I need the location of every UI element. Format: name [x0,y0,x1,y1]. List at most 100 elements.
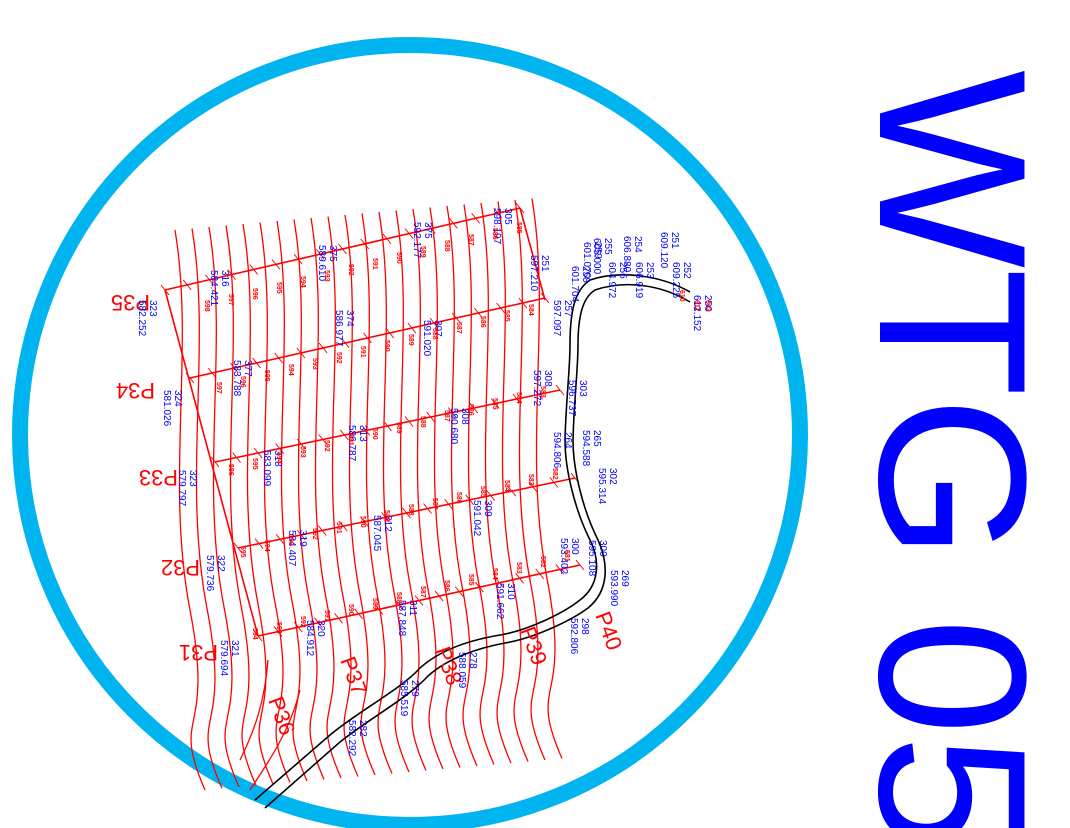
contour-value-label: 585 [467,574,474,586]
contour-line [395,210,427,771]
point-id: 257 [562,300,573,317]
grid-tick [555,564,565,575]
contour-line [310,217,342,779]
grid-tick [275,443,285,454]
grid-tick [515,573,525,584]
point-id: 300 [597,540,608,557]
point-elevation: 589.610 [316,245,327,282]
point-elevation: 582.252 [136,300,147,337]
grid-tick [271,259,281,270]
contour-line [208,226,240,788]
grid-tick [474,581,484,593]
grid-edge-line [164,289,259,637]
grid-tick [469,402,479,414]
grid-tick [423,503,432,514]
contour-value-label: 591 [323,610,330,622]
grid-tick [359,516,369,528]
point-elevation: 582.292 [346,720,357,757]
point-id: 259 [592,242,603,259]
point-id: 300 [569,538,580,555]
grid-tick [474,307,483,319]
contour-line [446,205,478,767]
contour-value-label: 585 [515,222,522,234]
contour-line [412,208,444,770]
point-id: 264 [562,432,573,449]
section-label: P33 [139,465,178,490]
contour-value-label: 596 [251,288,258,300]
grid-tick [486,490,496,501]
section-label: P32 [161,555,200,580]
contour-value-label: 582 [539,556,546,568]
point-id: 303 [577,380,588,397]
point-elevation: 584.912 [304,620,315,657]
contour-line [514,199,546,761]
point-id: 322 [215,555,226,572]
contour-value-label: 589 [407,334,414,346]
contour-value-label: 588 [443,240,450,252]
contour-value-label: 594 [251,628,258,640]
contour-value-label: 594 [299,276,306,288]
grid-tick [160,284,170,296]
grid-tick [274,352,284,364]
contour-line [361,213,393,774]
grid-tick [507,485,517,497]
contour-value-label: 582 [551,468,558,480]
contour-value-label: 594 [287,364,294,376]
point-elevation: 606.919 [633,262,644,299]
contour-value-label: 590 [347,604,354,616]
grid-tick [407,322,417,334]
contour-line [463,204,495,765]
grid-tick [394,599,404,611]
point-elevation: 606.880 [621,236,632,273]
point-elevation: 579.694 [218,640,229,677]
contour-value-label: 612 [704,300,711,312]
contour-value-label: 592 [311,528,318,540]
point-labels: 305598.197375592.177375589.610316584.421… [136,208,713,757]
point-elevation: 601.704 [569,266,580,303]
contour-value-label: 588 [407,504,414,516]
grid-tick [490,398,500,409]
contour-value-label: 588 [431,328,438,340]
contour-value-label: 585 [479,486,486,498]
contour-value-label: 595 [239,546,246,558]
grid-tick [338,243,347,255]
grid-tick [465,494,475,506]
contour-value-label: 589 [395,422,402,434]
contour-value-label: 591 [359,346,366,358]
grid-tick [512,393,522,405]
grid-edge-line [519,207,546,301]
contour-value-label: 586 [491,228,498,240]
point-elevation: 583.788 [231,360,242,397]
point-elevation: 605.000 [591,238,602,275]
contour-value-label: 594 [275,452,282,464]
grid-tick [374,604,384,615]
contour-value-label: 593 [287,534,294,546]
contour-value-label: 587 [419,586,426,598]
contour-line [378,211,410,773]
grid-tick [252,357,261,369]
grid-tick [293,253,303,265]
contour-value-label: 610 [678,290,685,302]
point-id: 324 [172,390,183,407]
grid-tick [275,533,285,545]
contour-value-label: 584 [491,568,498,580]
point-elevation: 579.736 [204,555,215,592]
grid-tick [318,342,328,354]
grid-tick [493,207,503,219]
point-id: 251 [539,255,550,272]
point-id: 318 [272,450,283,467]
section-label: P37 [335,653,372,698]
